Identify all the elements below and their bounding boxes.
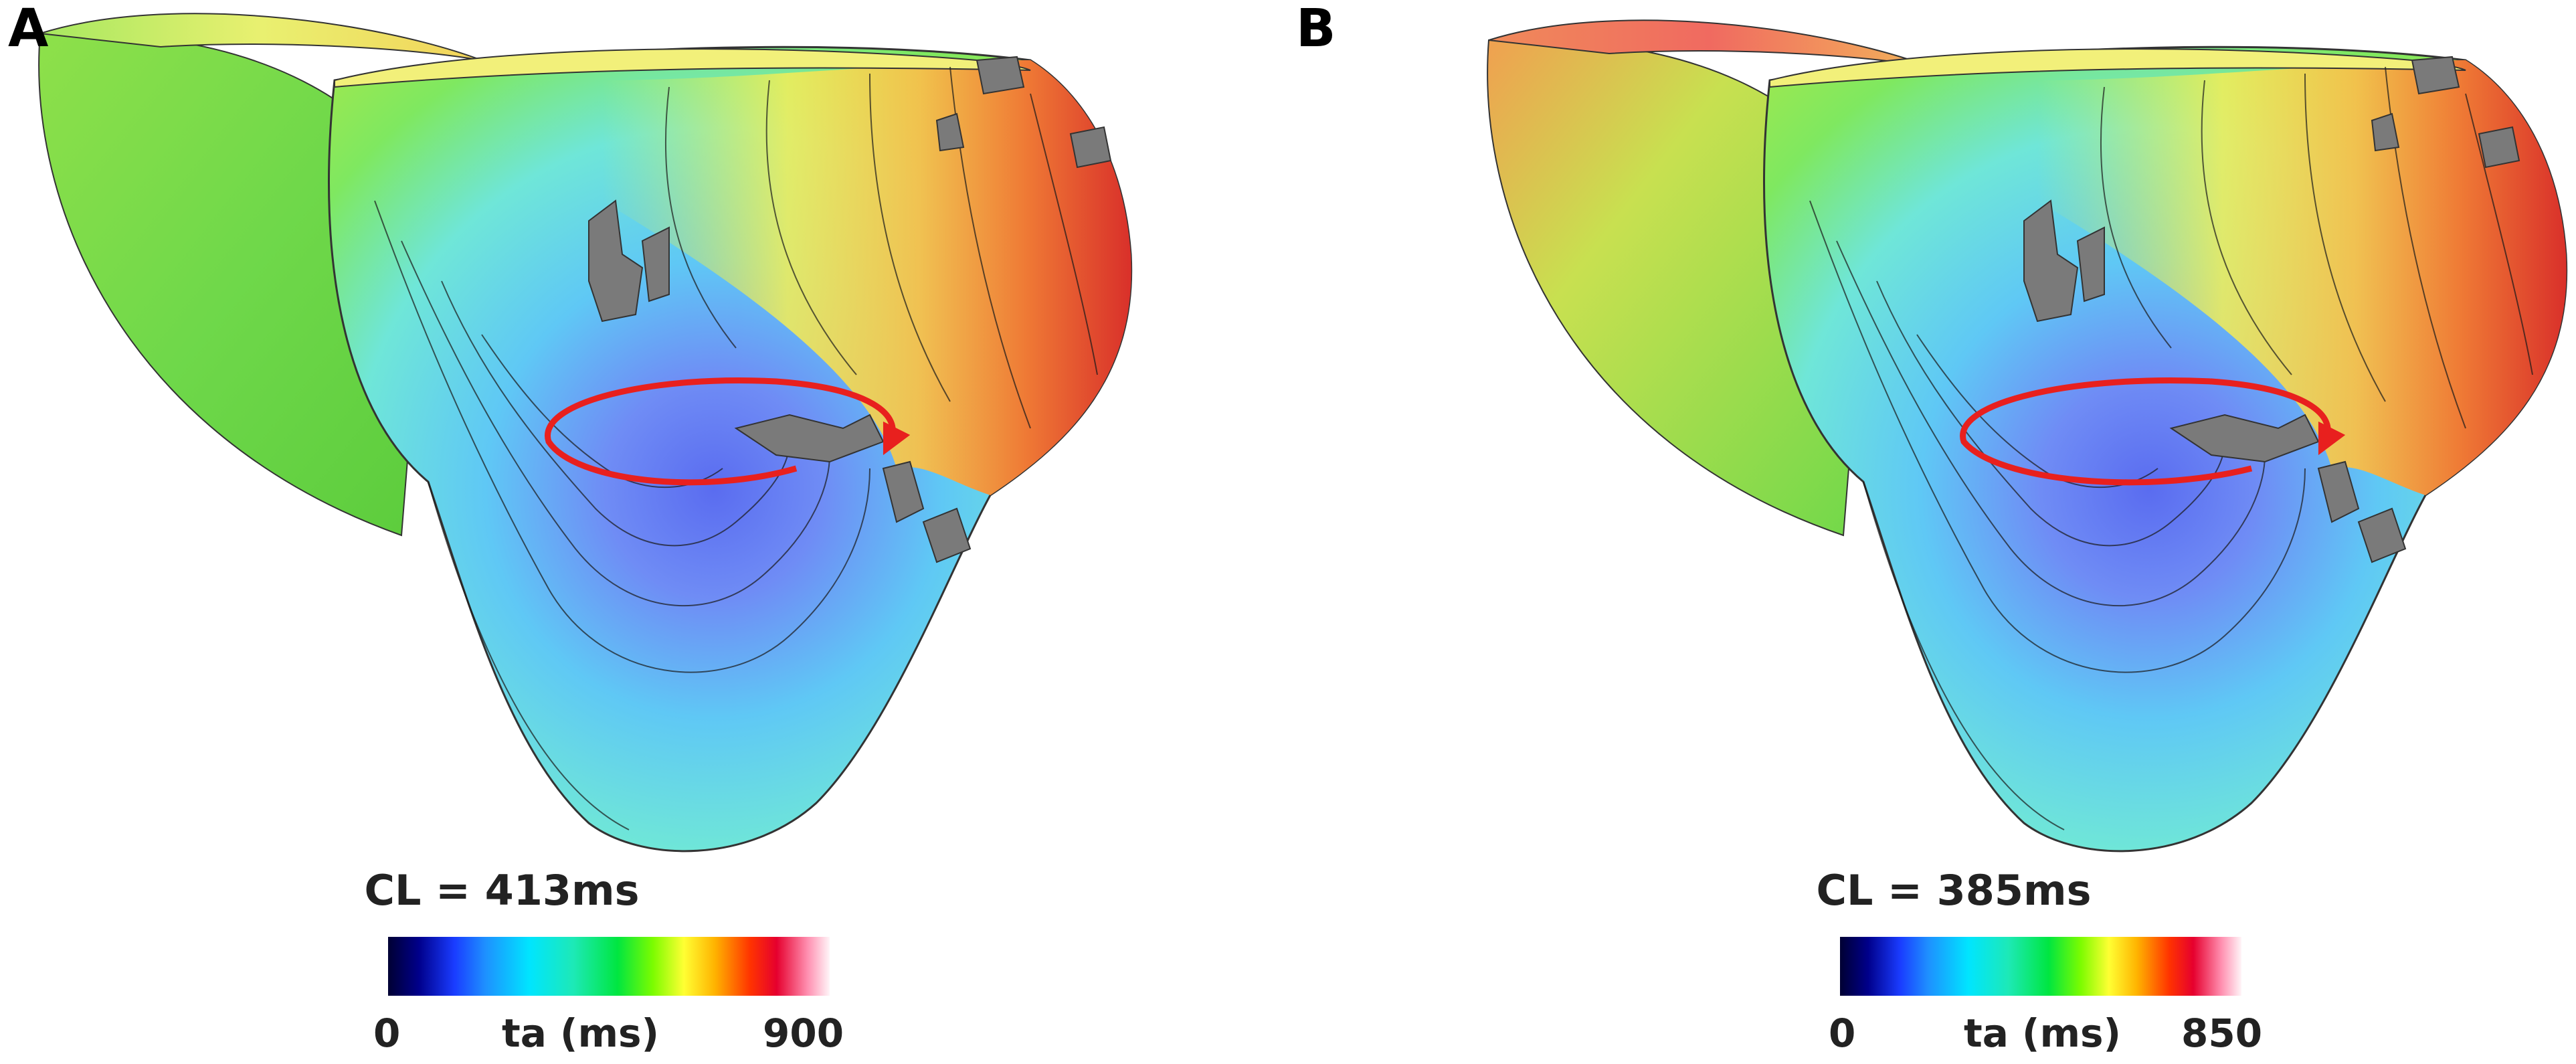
panel-letter: A: [8, 0, 49, 59]
activation-time-colorbar: [1840, 937, 2241, 996]
reentry-circuit-arrow: [1960, 377, 2346, 486]
colorbar-max-label: 850: [2181, 1010, 2263, 1056]
late-activation-zone: [2037, 60, 2567, 495]
reentry-circuit-arrow: [545, 377, 911, 486]
colorbar-max-label: 900: [763, 1010, 844, 1056]
heart-activation-map-b: [1487, 19, 2568, 853]
cycle-length-label: CL = 385ms: [1816, 866, 2092, 915]
panel-a: A CL = 413ms 0 ta (ms) 900: [8, 0, 1133, 1056]
heart-activation-map-a: [38, 13, 1133, 853]
scar-regions: [2023, 56, 2520, 563]
panel-b: B CL = 385ms 0 ta (ms) 850: [1288, 0, 2576, 1064]
cycle-length-label: CL = 413ms: [364, 866, 640, 915]
late-activation-zone: [602, 60, 1131, 495]
activation-time-colorbar: [388, 937, 830, 996]
colorbar-unit-label: ta (ms): [1964, 1010, 2122, 1056]
colorbar-min-label: 0: [1829, 1010, 1856, 1056]
scar-regions: [588, 56, 1112, 563]
colorbar-min-label: 0: [373, 1010, 401, 1056]
panel-letter: B: [1296, 0, 1336, 59]
rv-rim: [39, 13, 482, 61]
colorbar-unit-label: ta (ms): [502, 1010, 660, 1056]
